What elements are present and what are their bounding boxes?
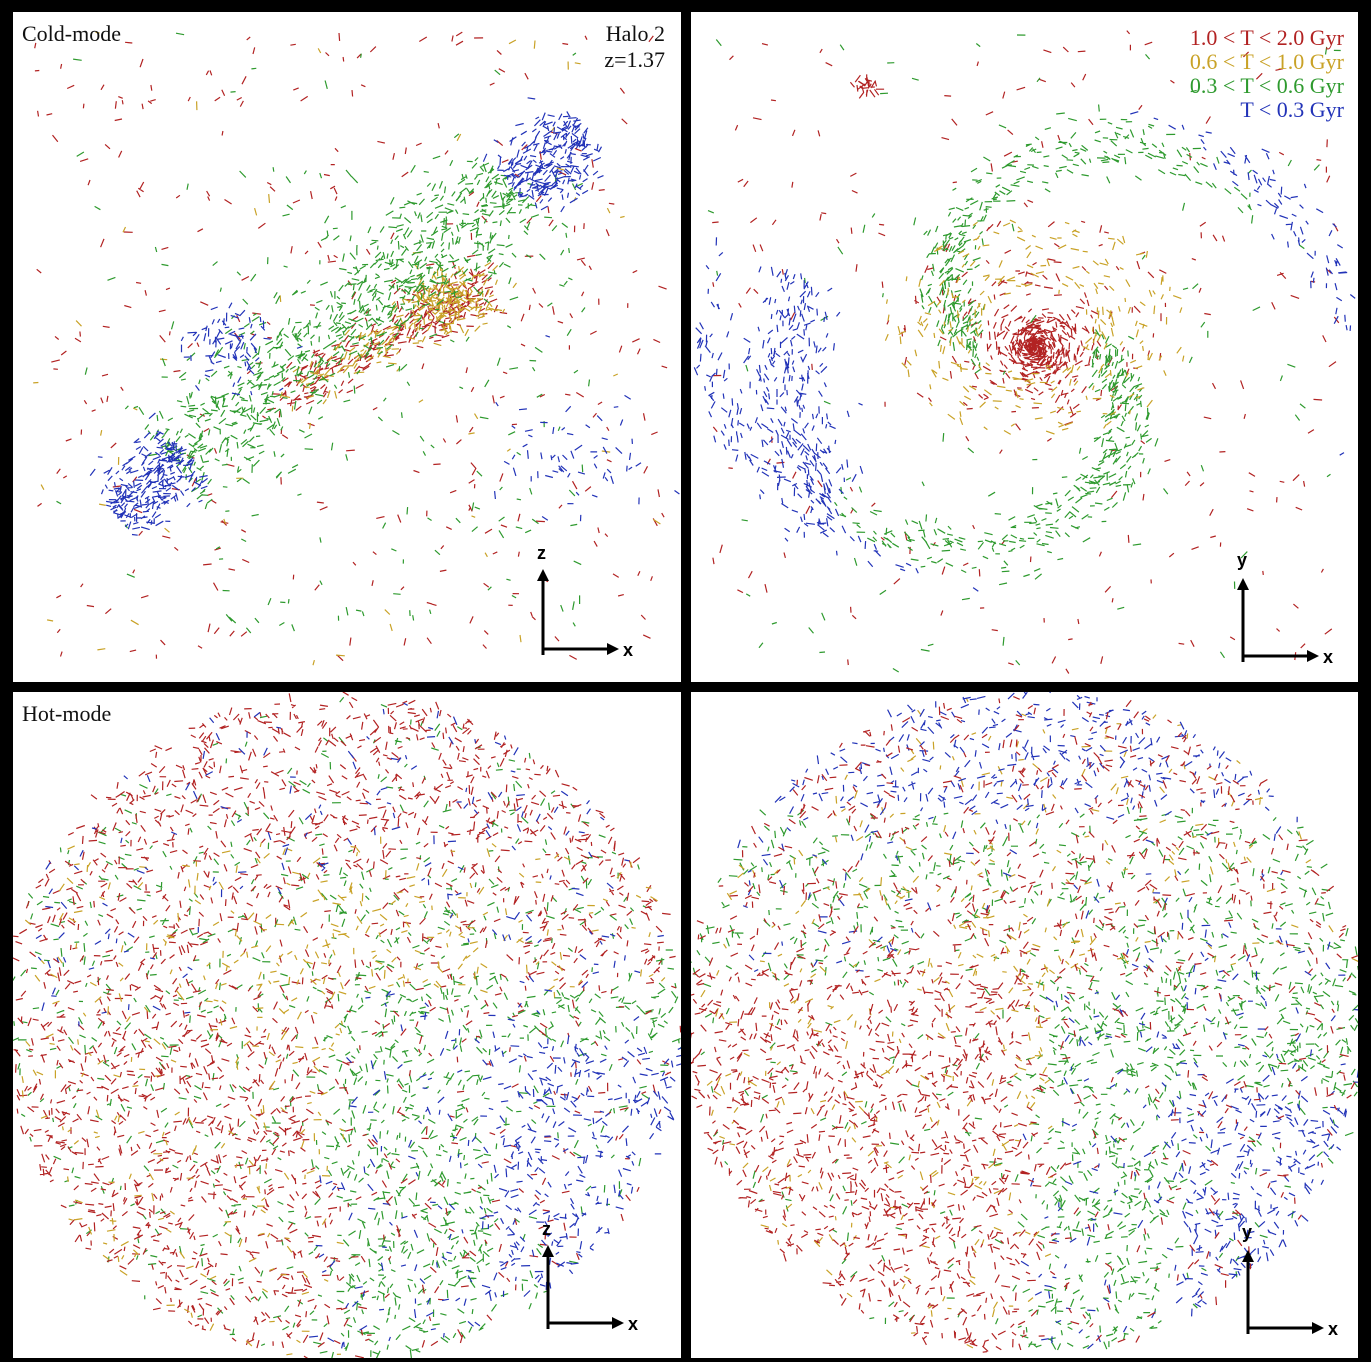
mode-label: Hot-mode bbox=[22, 701, 112, 726]
axis-label-horizontal: x bbox=[628, 1314, 638, 1332]
legend: 1.0 < T < 2.0 Gyr 0.6 < T < 1.0 Gyr 0.3 … bbox=[1190, 26, 1344, 122]
particle-streaks bbox=[56, 32, 591, 634]
particle-streaks bbox=[737, 692, 1358, 1350]
axes-indicator: z x bbox=[537, 547, 633, 657]
axis-label-vertical: y bbox=[1242, 1222, 1252, 1242]
legend-entry-2: 0.6 < T < 1.0 Gyr bbox=[1189, 49, 1344, 74]
particle-field-cold-xz bbox=[33, 31, 680, 666]
particle-streaks bbox=[691, 696, 1358, 1353]
particle-streaks bbox=[21, 836, 666, 1356]
axes-indicator: z x bbox=[542, 1219, 638, 1332]
panel-hot-mode-xy: y x bbox=[691, 692, 1358, 1358]
axis-label-vertical: z bbox=[537, 547, 546, 563]
particle-streaks bbox=[35, 702, 681, 1349]
axis-label-horizontal: x bbox=[623, 640, 633, 657]
panel-cold-mode-xy: 1.0 < T < 2.0 Gyr 0.6 < T < 1.0 Gyr 0.3 … bbox=[691, 12, 1358, 682]
axes-indicator: y x bbox=[1242, 1222, 1338, 1337]
particle-field-hot-xy bbox=[691, 692, 1358, 1353]
mode-label: Cold-mode bbox=[22, 21, 121, 46]
legend-entry-1: 1.0 < T < 2.0 Gyr bbox=[1189, 25, 1344, 50]
axis-label-horizontal: x bbox=[1323, 647, 1333, 665]
redshift-label: z=1.37 bbox=[604, 47, 665, 72]
axis-label-horizontal: x bbox=[1328, 1319, 1338, 1337]
legend-entry-3: 0.3 < T < 0.6 Gyr bbox=[1189, 73, 1344, 98]
axis-label-vertical: z bbox=[542, 1219, 551, 1239]
legend-entry-4: T < 0.3 Gyr bbox=[1240, 97, 1344, 122]
halo-name: Halo 2 bbox=[605, 21, 665, 46]
particle-streaks bbox=[89, 97, 680, 536]
particle-streaks bbox=[33, 31, 661, 666]
particle-streaks bbox=[884, 219, 1185, 435]
particle-streaks bbox=[707, 34, 1341, 673]
panel-hot-mode-xz: Hot-mode z x bbox=[13, 692, 681, 1358]
particle-streaks bbox=[691, 806, 1358, 1351]
particle-streaks bbox=[13, 692, 681, 1358]
particle-field-cold-xy bbox=[693, 30, 1356, 674]
axis-label-vertical: y bbox=[1237, 550, 1247, 570]
particle-streaks bbox=[693, 111, 1356, 592]
panel-cold-mode-xz: Cold-mode Halo 2 z=1.37 z x bbox=[13, 12, 681, 682]
axes-indicator: y x bbox=[1237, 550, 1333, 665]
halo-label: Halo 2 z=1.37 bbox=[604, 21, 665, 73]
particle-field-hot-xz bbox=[13, 692, 681, 1358]
